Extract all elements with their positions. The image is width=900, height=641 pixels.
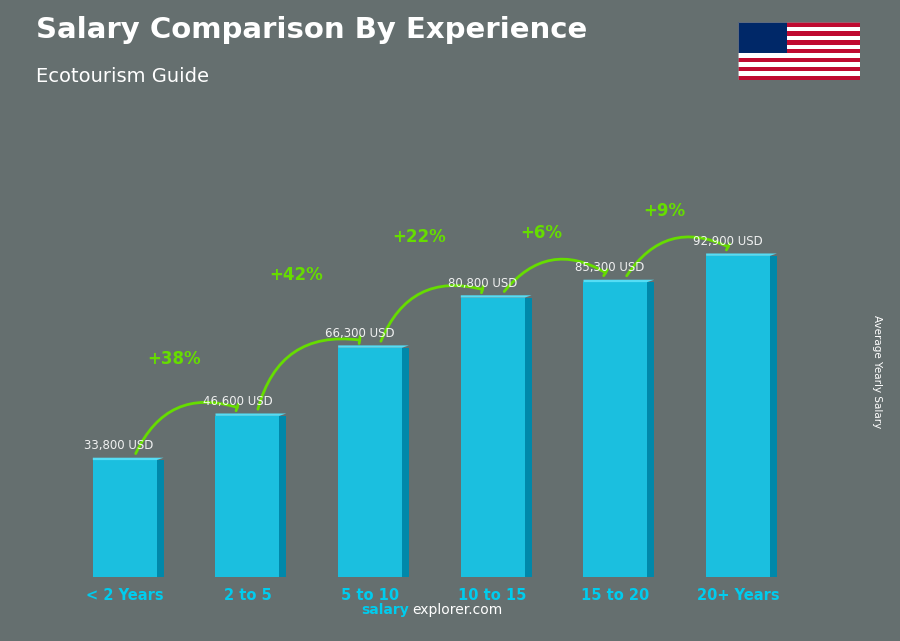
Bar <box>279 416 286 577</box>
Text: +42%: +42% <box>270 266 323 284</box>
Bar <box>93 460 157 577</box>
Text: +6%: +6% <box>521 224 562 242</box>
Text: 85,300 USD: 85,300 USD <box>574 261 644 274</box>
Text: salary: salary <box>362 603 410 617</box>
Bar <box>215 416 279 577</box>
Text: 92,900 USD: 92,900 USD <box>693 235 763 248</box>
Polygon shape <box>706 253 777 256</box>
Bar <box>583 282 647 577</box>
Bar <box>338 348 402 577</box>
Bar <box>738 62 860 67</box>
Bar <box>402 348 409 577</box>
Bar <box>461 297 525 577</box>
Text: 80,800 USD: 80,800 USD <box>448 277 518 290</box>
Text: explorer.com: explorer.com <box>412 603 502 617</box>
Polygon shape <box>93 458 164 460</box>
Polygon shape <box>583 279 654 282</box>
Text: Salary Comparison By Experience: Salary Comparison By Experience <box>36 16 587 44</box>
Bar <box>525 297 532 577</box>
Text: Ecotourism Guide: Ecotourism Guide <box>36 67 209 87</box>
Bar <box>157 460 164 577</box>
Bar <box>738 49 860 53</box>
Bar <box>738 53 860 58</box>
Bar <box>738 36 860 40</box>
Bar <box>706 256 770 577</box>
Bar <box>738 22 860 27</box>
Polygon shape <box>215 413 286 416</box>
Bar <box>738 58 860 62</box>
Polygon shape <box>461 296 532 297</box>
Bar <box>770 256 777 577</box>
Text: +9%: +9% <box>644 202 686 220</box>
Bar <box>647 282 654 577</box>
Bar <box>738 40 860 45</box>
Text: +38%: +38% <box>147 350 201 368</box>
Bar <box>738 67 860 71</box>
Text: 66,300 USD: 66,300 USD <box>326 327 395 340</box>
Bar <box>738 31 860 36</box>
Polygon shape <box>338 345 409 348</box>
Text: 46,600 USD: 46,600 USD <box>202 395 273 408</box>
Bar <box>738 76 860 80</box>
Text: 33,800 USD: 33,800 USD <box>84 439 153 452</box>
Text: +22%: +22% <box>392 228 446 246</box>
Bar <box>738 71 860 76</box>
Text: Average Yearly Salary: Average Yearly Salary <box>872 315 883 428</box>
Bar <box>738 45 860 49</box>
Bar <box>738 22 787 53</box>
Bar <box>738 27 860 31</box>
